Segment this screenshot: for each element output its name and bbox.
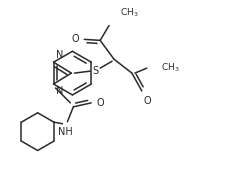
Text: CH$_3$: CH$_3$ xyxy=(120,6,139,19)
Text: N: N xyxy=(56,86,63,96)
Text: S: S xyxy=(92,66,98,76)
Text: O: O xyxy=(72,34,79,44)
Text: NH: NH xyxy=(58,127,73,137)
Text: O: O xyxy=(144,96,152,106)
Text: CH$_3$: CH$_3$ xyxy=(161,62,179,74)
Text: N: N xyxy=(56,50,63,60)
Text: O: O xyxy=(96,98,104,108)
